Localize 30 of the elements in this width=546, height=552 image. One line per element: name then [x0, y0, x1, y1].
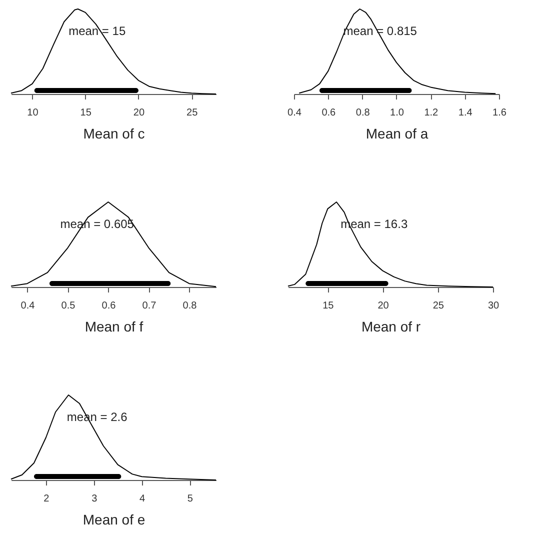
- x-tick-label: 0.8: [356, 108, 370, 118]
- x-tick-label: 15: [80, 108, 92, 118]
- annotation: mean = 15: [68, 24, 126, 38]
- x-tick-label: 0.5: [61, 300, 76, 312]
- x-tick-label: 2: [44, 494, 50, 504]
- x-tick-label: 0.4: [20, 300, 36, 312]
- x-tick-label: 1.6: [492, 108, 507, 118]
- x-tick-label: 0.8: [182, 300, 198, 312]
- x-tick-label: 0.7: [142, 300, 157, 312]
- x-tick-label: 15: [322, 300, 334, 312]
- x-tick-label: 0.6: [322, 108, 336, 118]
- x-tick-label: 25: [432, 300, 444, 312]
- x-tick-label: 30: [488, 300, 500, 312]
- x-tick-label: 20: [378, 300, 390, 312]
- x-tick-label: 1.2: [424, 108, 439, 118]
- x-tick-label: 3: [92, 494, 98, 504]
- x-axis-title: Mean of e: [82, 512, 146, 528]
- x-tick-label: 20: [133, 108, 145, 118]
- x-tick-label: 10: [27, 108, 39, 118]
- x-tick-label: 0.4: [288, 108, 302, 118]
- x-axis-title: Mean of a: [366, 126, 428, 142]
- x-tick-label: 25: [186, 108, 198, 118]
- x-tick-label: 4: [139, 494, 146, 504]
- x-axis-title: Mean of f: [84, 318, 144, 334]
- x-tick-label: 0.6: [102, 300, 116, 312]
- x-tick-label: 1.0: [390, 108, 404, 118]
- x-tick-label: 5: [187, 494, 194, 504]
- x-axis-title: Mean of c: [83, 126, 145, 142]
- x-tick-label: 1.4: [458, 108, 473, 118]
- x-axis-title: Mean of r: [361, 318, 421, 334]
